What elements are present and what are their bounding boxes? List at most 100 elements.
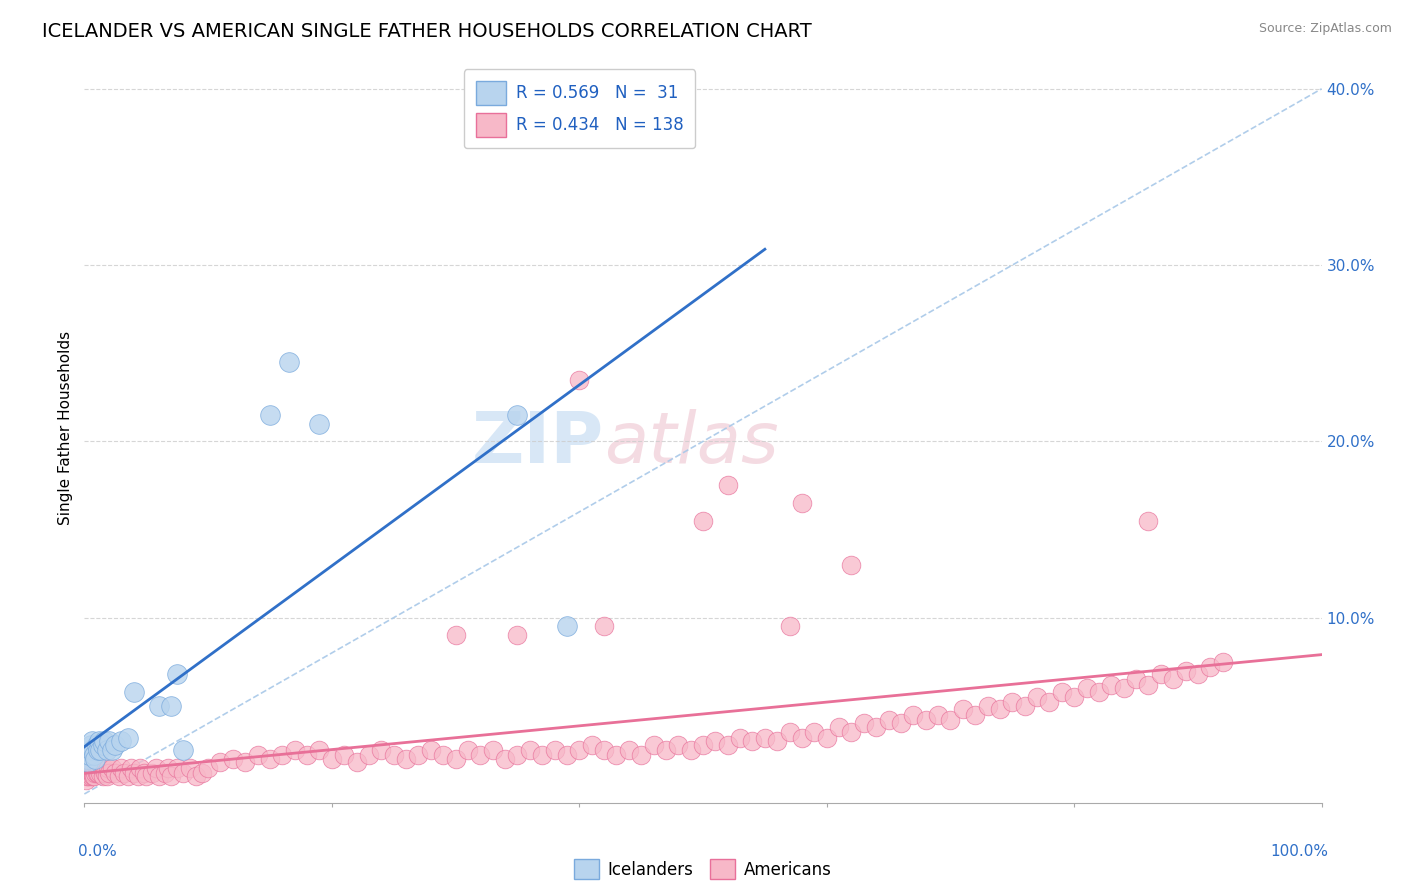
Legend: Icelanders, Americans: Icelanders, Americans — [568, 853, 838, 886]
Point — [1187, 667, 1209, 681]
Point — [408, 748, 430, 763]
Point — [890, 716, 912, 731]
Point — [84, 765, 107, 780]
Point — [952, 702, 974, 716]
Point — [86, 760, 108, 774]
Point — [395, 752, 418, 766]
Point — [86, 738, 108, 752]
Point — [593, 743, 616, 757]
Point — [903, 707, 925, 722]
Point — [75, 772, 97, 787]
Point — [98, 765, 121, 780]
Point — [382, 748, 405, 763]
Point — [666, 738, 689, 752]
Point — [494, 752, 516, 766]
Point — [122, 765, 145, 780]
Point — [976, 698, 998, 713]
Point — [84, 752, 107, 766]
Text: Source: ZipAtlas.com: Source: ZipAtlas.com — [1258, 22, 1392, 36]
Point — [1137, 514, 1160, 528]
Point — [543, 743, 565, 757]
Point — [1150, 667, 1173, 681]
Point — [519, 743, 541, 757]
Point — [1212, 655, 1234, 669]
Point — [593, 619, 616, 633]
Point — [506, 748, 529, 763]
Point — [89, 760, 111, 774]
Text: 0.0%: 0.0% — [79, 844, 117, 859]
Text: ZIP: ZIP — [472, 409, 605, 477]
Point — [100, 743, 122, 757]
Point — [89, 734, 111, 748]
Point — [643, 738, 665, 752]
Point — [357, 748, 380, 763]
Point — [98, 734, 121, 748]
Point — [370, 743, 392, 757]
Point — [90, 760, 112, 774]
Point — [346, 756, 368, 770]
Point — [172, 765, 194, 780]
Point — [117, 731, 139, 745]
Point — [100, 760, 122, 774]
Point — [127, 769, 149, 783]
Point — [209, 756, 232, 770]
Point — [80, 760, 103, 774]
Point — [157, 760, 180, 774]
Point — [110, 760, 132, 774]
Point — [828, 720, 851, 734]
Point — [93, 734, 115, 748]
Point — [704, 734, 727, 748]
Point — [84, 756, 107, 770]
Point — [79, 738, 101, 752]
Point — [457, 743, 479, 757]
Point — [79, 748, 101, 763]
Point — [148, 698, 170, 713]
Point — [77, 760, 100, 774]
Point — [939, 713, 962, 727]
Point — [153, 765, 176, 780]
Point — [1063, 690, 1085, 704]
Point — [271, 748, 294, 763]
Point — [581, 738, 603, 752]
Point — [444, 628, 467, 642]
Point — [97, 760, 120, 774]
Point — [96, 743, 118, 757]
Point — [841, 725, 863, 739]
Point — [132, 765, 155, 780]
Point — [790, 496, 813, 510]
Point — [1199, 660, 1222, 674]
Point — [83, 748, 105, 763]
Point — [141, 765, 163, 780]
Point — [259, 408, 281, 422]
Point — [1099, 678, 1122, 692]
Point — [96, 769, 118, 783]
Point — [321, 752, 343, 766]
Point — [1112, 681, 1135, 696]
Point — [679, 743, 702, 757]
Point — [93, 760, 115, 774]
Point — [166, 760, 188, 774]
Point — [83, 760, 105, 774]
Point — [815, 731, 838, 745]
Point — [184, 769, 207, 783]
Point — [87, 765, 110, 780]
Point — [779, 619, 801, 633]
Point — [531, 748, 554, 763]
Point — [120, 760, 142, 774]
Point — [506, 408, 529, 422]
Point — [87, 743, 110, 757]
Point — [1001, 695, 1024, 709]
Point — [692, 738, 714, 752]
Point — [295, 748, 318, 763]
Point — [655, 743, 678, 757]
Point — [1137, 678, 1160, 692]
Point — [1076, 681, 1098, 696]
Point — [166, 667, 188, 681]
Point — [77, 769, 100, 783]
Point — [94, 765, 117, 780]
Point — [148, 769, 170, 783]
Point — [122, 684, 145, 698]
Point — [754, 731, 776, 745]
Point — [135, 769, 157, 783]
Point — [444, 752, 467, 766]
